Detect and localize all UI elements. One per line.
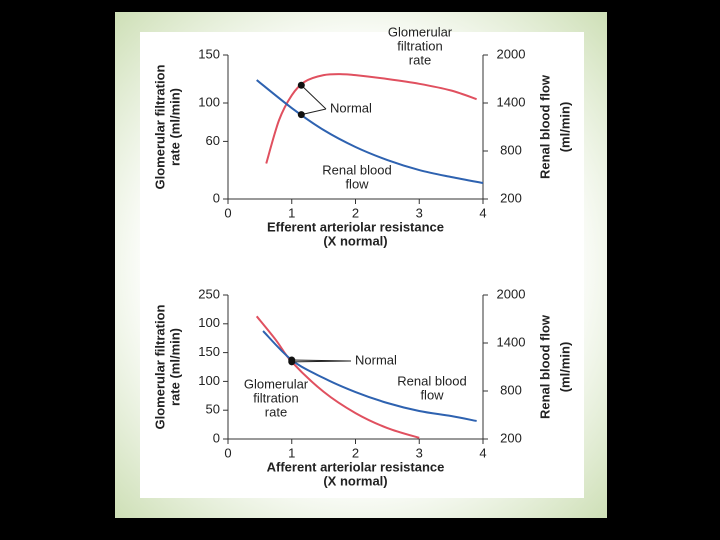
- y-tick-label: 60: [206, 133, 220, 148]
- annotation: Normal: [330, 100, 372, 115]
- y2-tick-label: 200: [500, 430, 522, 445]
- x-tick-label: 0: [224, 205, 231, 220]
- x-axis-title: Efferent arteriolar resistance: [267, 219, 444, 234]
- x-tick-label: 3: [416, 445, 423, 460]
- y2-tick-label: 1400: [497, 94, 526, 109]
- series-line: [265, 73, 477, 164]
- y-tick-label: 0: [213, 190, 220, 205]
- y2-tick-label: 800: [500, 382, 522, 397]
- normal-point: [288, 356, 296, 364]
- y-tick-label: 0: [213, 430, 220, 445]
- x-tick-label: 3: [416, 205, 423, 220]
- y-tick-label: 250: [198, 286, 220, 301]
- series-label: filtration: [397, 38, 443, 53]
- x-axis-title: (X normal): [323, 233, 387, 248]
- y2-axis-title: (ml/min): [557, 102, 572, 153]
- annotation: Normal: [355, 352, 397, 367]
- figure: [140, 32, 584, 498]
- normal-point: [297, 81, 305, 89]
- series-label: Renal blood: [322, 162, 391, 177]
- y-tick-label: 100: [198, 94, 220, 109]
- series-label: Glomerular: [244, 376, 309, 391]
- x-tick-label: 4: [479, 445, 486, 460]
- x-tick-label: 2: [352, 205, 359, 220]
- y-tick-label: 100: [198, 373, 220, 388]
- series-label: rate: [265, 404, 287, 419]
- y2-tick-label: 1400: [497, 334, 526, 349]
- series-line: [256, 79, 484, 184]
- y2-axis-title: (ml/min): [557, 342, 572, 393]
- y2-axis-title: Renal blood flow: [537, 314, 552, 419]
- x-tick-label: 1: [288, 445, 295, 460]
- series-line: [255, 315, 420, 439]
- y-tick-label: 100: [198, 315, 220, 330]
- y-axis-title: rate (ml/min): [167, 88, 182, 166]
- series-label: Renal blood: [397, 373, 466, 388]
- series-label: Glomerular: [388, 24, 453, 39]
- y-axis-title: Glomerular filtration: [152, 304, 167, 429]
- y2-tick-label: 2000: [497, 286, 526, 301]
- x-axis-title: (X normal): [323, 473, 387, 488]
- x-axis-title: Afferent arteriolar resistance: [267, 459, 445, 474]
- y2-tick-label: 800: [500, 142, 522, 157]
- x-tick-label: 4: [479, 205, 486, 220]
- y2-axis-title: Renal blood flow: [537, 74, 552, 179]
- x-tick-label: 0: [224, 445, 231, 460]
- annotation-pointer: [291, 359, 352, 362]
- x-tick-label: 2: [352, 445, 359, 460]
- x-tick-label: 1: [288, 205, 295, 220]
- y-axis-title: rate (ml/min): [167, 328, 182, 406]
- normal-point: [297, 111, 305, 119]
- series-label: rate: [409, 52, 431, 67]
- y-tick-label: 150: [198, 46, 220, 61]
- y-tick-label: 50: [206, 402, 220, 417]
- y2-tick-label: 200: [500, 190, 522, 205]
- annotation-pointer: [301, 108, 327, 116]
- series-label: filtration: [253, 390, 299, 405]
- series-label: flow: [420, 387, 444, 402]
- annotation-pointer: [300, 84, 327, 110]
- y2-tick-label: 2000: [497, 46, 526, 61]
- series-label: flow: [345, 176, 369, 191]
- y-axis-title: Glomerular filtration: [152, 64, 167, 189]
- y-tick-label: 150: [198, 344, 220, 359]
